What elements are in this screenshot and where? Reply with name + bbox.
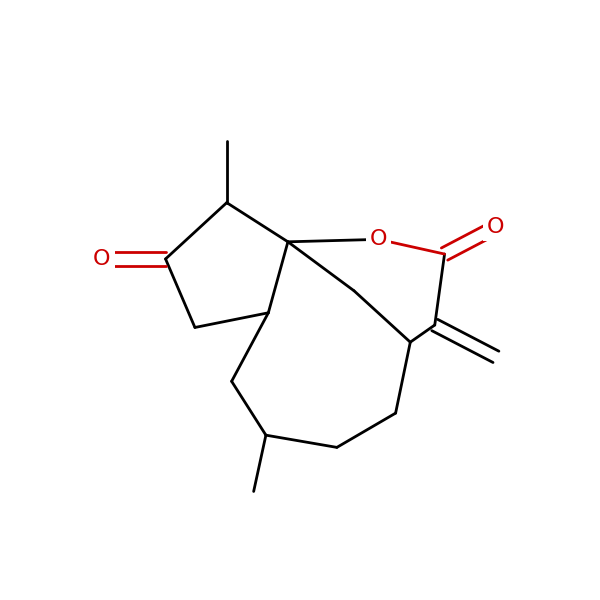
Text: O: O [487,217,505,237]
Text: O: O [93,249,110,269]
Text: O: O [370,229,387,250]
